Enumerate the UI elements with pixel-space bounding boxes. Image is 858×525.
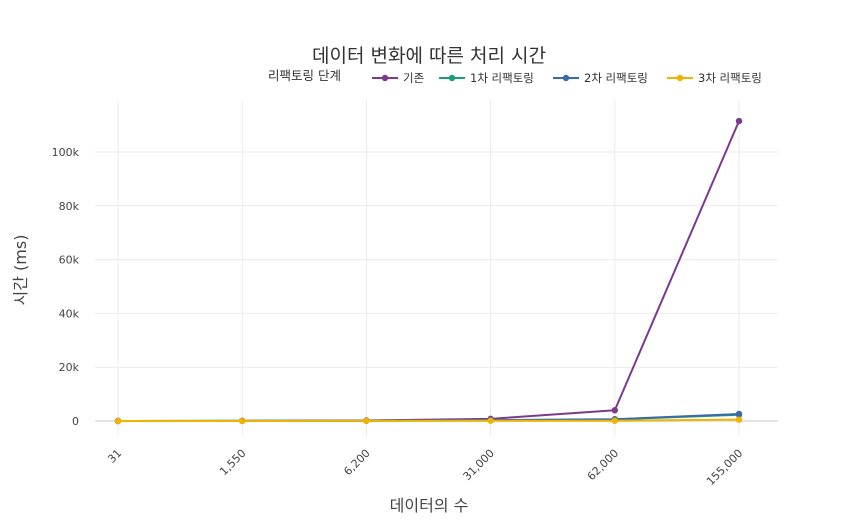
legend-label: 1차 리팩토링 <box>470 71 534 85</box>
x-tick-label: 155,000 <box>704 447 745 488</box>
series-3 <box>114 410 743 425</box>
data-point <box>487 417 494 424</box>
x-tick-label: 31,000 <box>461 447 497 483</box>
data-point <box>611 407 618 414</box>
y-tick-label: 80k <box>59 200 80 213</box>
legend-marker <box>448 74 456 82</box>
legend-marker <box>562 74 570 82</box>
legend-item: 기존 <box>372 71 424 85</box>
y-tick-label: 20k <box>59 361 80 374</box>
data-point <box>114 417 122 425</box>
y-axis-title: 시간 (ms) <box>11 235 30 306</box>
data-point <box>363 417 370 425</box>
legend-item: 1차 리팩토링 <box>439 71 534 85</box>
y-tick-label: 40k <box>59 307 80 320</box>
x-tick-label: 62,000 <box>585 447 621 483</box>
legend-item: 2차 리팩토링 <box>553 71 648 85</box>
axes: 31 1,550 6,200 31,000 62,000 155,000 0 20k 40k 60… <box>52 146 746 488</box>
data-point <box>735 416 743 423</box>
data-point <box>239 417 246 425</box>
data-point <box>611 417 618 424</box>
chart-title: 데이터 변화에 따른 처리 시간 <box>312 45 546 67</box>
series-line <box>117 418 740 422</box>
legend-label: 기존 <box>403 71 424 85</box>
x-axis-title: 데이터의 수 <box>390 496 469 515</box>
series-layer <box>114 117 743 425</box>
legend-title: 리팩토링 단계 <box>268 68 341 83</box>
x-tick-label: 6,200 <box>341 447 372 478</box>
y-tick-label: 0 <box>72 415 79 428</box>
legend-label: 2차 리팩토링 <box>584 71 648 85</box>
series-1 <box>114 117 743 425</box>
legend-marker <box>381 74 389 82</box>
data-point <box>735 117 743 125</box>
y-tick-label: 60k <box>59 254 80 267</box>
series-4 <box>114 416 743 425</box>
legend-item: 3차 리팩토링 <box>667 71 762 85</box>
legend: 리팩토링 단계 기존 1차 리팩토링 2차 리팩토링 3차 리팩토링 <box>268 68 762 85</box>
x-tick-label: 1,550 <box>217 447 248 478</box>
x-tick-label: 31 <box>105 447 124 466</box>
y-tick-label: 100k <box>52 146 80 159</box>
series-line <box>117 120 740 422</box>
legend-marker <box>676 74 684 82</box>
legend-label: 3차 리팩토링 <box>698 71 762 85</box>
data-point <box>735 410 743 418</box>
